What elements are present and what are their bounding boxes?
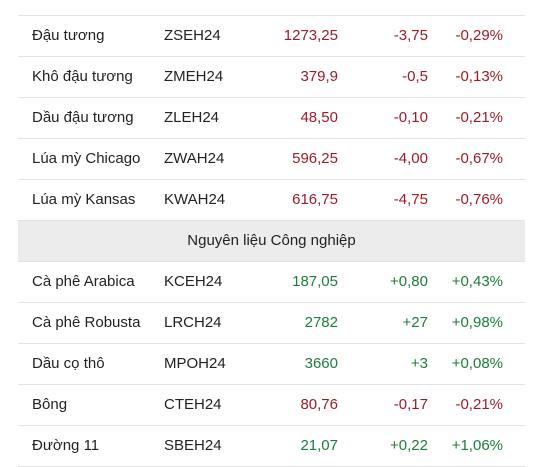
percent-change: -0,76% xyxy=(455,191,503,208)
price-value: 21,07 xyxy=(300,437,338,454)
table-row: Cà phê Robusta LRCH24 2782 +27 +0,98% xyxy=(18,303,525,344)
price-value: 48,50 xyxy=(300,109,338,126)
commodity-name: Bông xyxy=(32,396,68,413)
table-group-bottom: Cà phê Arabica KCEH24 187,05 +0,80 +0,43… xyxy=(18,262,525,467)
change-value: +3 xyxy=(410,355,428,372)
change-value: +27 xyxy=(402,314,428,331)
change-value: -3,75 xyxy=(393,27,428,44)
contract-code: ZMEH24 xyxy=(164,68,224,85)
price-value: 1273,25 xyxy=(283,27,338,44)
commodity-name: Lúa mỳ Chicago xyxy=(32,150,141,167)
change-value: -4,75 xyxy=(393,191,428,208)
contract-code: ZLEH24 xyxy=(164,109,220,126)
table-row: Lúa mỳ Kansas KWAH24 616,75 -4,75 -0,76% xyxy=(18,180,525,221)
table-row: Đường 11 SBEH24 21,07 +0,22 +1,06% xyxy=(18,426,525,467)
contract-code: KWAH24 xyxy=(164,191,226,208)
table-group-top: Đậu tương ZSEH24 1273,25 -3,75 -0,29% Kh… xyxy=(18,16,525,221)
percent-change: +1,06% xyxy=(451,437,503,454)
commodity-name: Lúa mỳ Kansas xyxy=(32,191,136,208)
contract-code: MPOH24 xyxy=(164,355,226,372)
percent-change: -0,29% xyxy=(455,27,503,44)
table-row: Khô đậu tương ZMEH24 379,9 -0,5 -0,13% xyxy=(18,57,525,98)
commodity-name: Khô đậu tương xyxy=(32,68,133,85)
table-row: Cà phê Arabica KCEH24 187,05 +0,80 +0,43… xyxy=(18,262,525,303)
change-value: -0,5 xyxy=(402,68,428,85)
price-value: 616,75 xyxy=(292,191,338,208)
price-value: 2782 xyxy=(304,314,338,331)
commodity-name: Dầu đậu tương xyxy=(32,109,134,126)
commodity-name: Cà phê Arabica xyxy=(32,273,135,290)
price-value: 80,76 xyxy=(300,396,338,413)
contract-code: CTEH24 xyxy=(164,396,222,413)
table-row: Đậu tương ZSEH24 1273,25 -3,75 -0,29% xyxy=(18,16,525,57)
percent-change: -0,21% xyxy=(455,396,503,413)
percent-change: -0,67% xyxy=(455,150,503,167)
change-value: -0,17 xyxy=(393,396,428,413)
contract-code: ZSEH24 xyxy=(164,27,221,44)
percent-change: -0,13% xyxy=(455,68,503,85)
table-row: Bông CTEH24 80,76 -0,17 -0,21% xyxy=(18,385,525,426)
contract-code: KCEH24 xyxy=(164,273,223,290)
percent-change: +0,08% xyxy=(451,355,503,372)
contract-code: ZWAH24 xyxy=(164,150,225,167)
price-value: 596,25 xyxy=(292,150,338,167)
section-header: Nguyên liệu Công nghiệp xyxy=(18,221,525,262)
change-value: -4,00 xyxy=(393,150,428,167)
commodity-name: Đậu tương xyxy=(32,27,105,44)
commodity-name: Cà phê Robusta xyxy=(32,314,141,331)
percent-change: -0,21% xyxy=(455,109,503,126)
table-row: Dầu đậu tương ZLEH24 48,50 -0,10 -0,21% xyxy=(18,98,525,139)
commodity-name: Đường 11 xyxy=(32,437,100,454)
price-value: 187,05 xyxy=(292,273,338,290)
commodity-name: Dầu cọ thô xyxy=(32,355,105,372)
contract-code: SBEH24 xyxy=(164,437,222,454)
price-value: 379,9 xyxy=(300,68,338,85)
percent-change: +0,98% xyxy=(451,314,503,331)
table-row: Dầu cọ thô MPOH24 3660 +3 +0,08% xyxy=(18,344,525,385)
price-value: 3660 xyxy=(304,355,338,372)
change-value: +0,22 xyxy=(390,437,428,454)
commodity-price-table: Đậu tương ZSEH24 1273,25 -3,75 -0,29% Kh… xyxy=(18,15,525,467)
percent-change: +0,43% xyxy=(451,273,503,290)
contract-code: LRCH24 xyxy=(164,314,222,331)
table-row: Lúa mỳ Chicago ZWAH24 596,25 -4,00 -0,67… xyxy=(18,139,525,180)
change-value: -0,10 xyxy=(393,109,428,126)
change-value: +0,80 xyxy=(390,273,428,290)
